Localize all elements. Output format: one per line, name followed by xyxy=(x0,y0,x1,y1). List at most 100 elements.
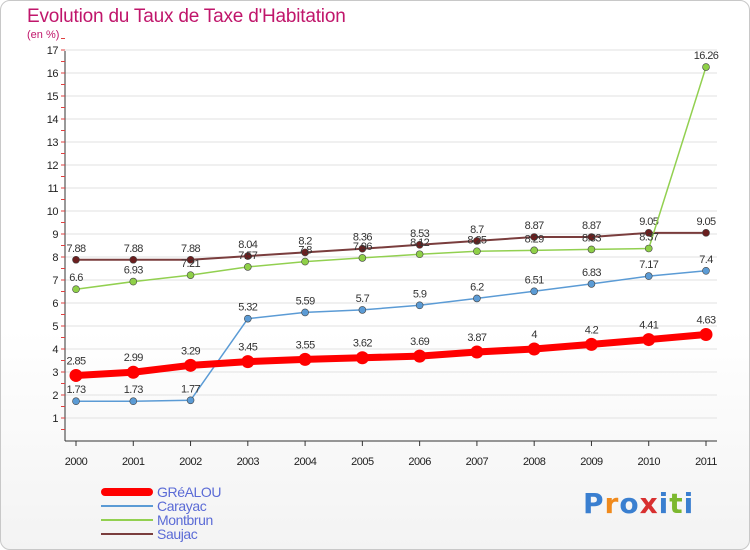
data-point-saujac xyxy=(72,255,80,264)
data-label-carayac: 1.73 xyxy=(66,384,85,396)
data-point-montbrun xyxy=(644,244,653,253)
data-point-carayac xyxy=(473,294,481,303)
legend: GRéALOU Carayac Montbrun Saujac xyxy=(101,484,301,542)
data-label-saujac: 8.36 xyxy=(353,232,372,244)
data-point-gralou xyxy=(184,358,198,372)
data-point-saujac xyxy=(301,248,309,257)
data-label-gralou: 3.62 xyxy=(353,338,372,350)
data-label-saujac: 8.2 xyxy=(298,235,312,247)
chart-subtitle: (en %) xyxy=(27,29,60,41)
x-tick-label: 2009 xyxy=(580,456,603,468)
x-tick-label: 2008 xyxy=(523,456,546,468)
data-point-montbrun xyxy=(473,247,481,256)
data-label-gralou: 3.29 xyxy=(181,345,200,357)
data-point-carayac xyxy=(129,397,138,406)
data-point-carayac xyxy=(415,301,424,310)
legend-item-grealou: GRéALOU xyxy=(101,484,301,500)
data-point-gralou xyxy=(126,365,140,379)
data-point-saujac xyxy=(473,237,481,245)
data-label-gralou: 4 xyxy=(531,329,537,341)
data-label-gralou: 3.87 xyxy=(467,332,486,344)
legend-swatch-saujac xyxy=(101,533,153,535)
data-label-saujac: 8.7 xyxy=(470,224,484,236)
data-point-montbrun xyxy=(530,246,538,255)
x-tick-label: 2004 xyxy=(294,456,317,468)
data-label-saujac: 7.88 xyxy=(124,243,143,255)
x-tick-label: 2003 xyxy=(237,456,260,468)
x-tick-label: 2002 xyxy=(179,456,202,468)
data-label-saujac: 7.88 xyxy=(66,243,85,255)
data-point-gralou xyxy=(642,333,656,347)
data-label-montbrun: 6.93 xyxy=(124,265,143,277)
data-point-carayac xyxy=(530,287,538,296)
y-tick-label: 11 xyxy=(48,183,59,195)
data-label-saujac: 7.88 xyxy=(181,243,200,255)
y-tick-label: 8 xyxy=(52,252,58,264)
data-point-carayac xyxy=(587,280,596,288)
series-line-montbrun xyxy=(75,66,707,290)
data-label-gralou: 4.41 xyxy=(639,320,658,332)
data-label-montbrun: 8.12 xyxy=(410,237,429,249)
legend-label-grealou: GRéALOU xyxy=(157,484,222,500)
data-point-carayac xyxy=(72,397,80,406)
data-label-montbrun: 6.6 xyxy=(69,272,83,284)
data-point-montbrun xyxy=(244,263,252,271)
data-label-gralou: 4.63 xyxy=(696,315,715,327)
logo-letter: i xyxy=(658,487,670,520)
data-point-saujac xyxy=(358,244,367,253)
data-point-saujac xyxy=(186,255,195,264)
chart-title: Evolution du Taux de Taxe d'Habitation xyxy=(27,6,346,27)
y-tick-label: 14 xyxy=(47,114,59,126)
legend-label-carayac: Carayac xyxy=(157,498,207,514)
logo-letter: P xyxy=(583,487,605,520)
data-point-saujac xyxy=(244,252,252,260)
data-point-carayac xyxy=(244,314,252,323)
x-tick-label: 2011 xyxy=(695,456,717,468)
x-tick-label: 2005 xyxy=(351,456,374,468)
data-point-montbrun xyxy=(129,277,138,286)
data-label-carayac: 1.77 xyxy=(181,383,200,395)
data-point-carayac xyxy=(702,266,710,275)
legend-swatch-grealou xyxy=(101,488,153,496)
logo-letter: x xyxy=(639,487,659,520)
x-tick-label: 2006 xyxy=(408,456,431,468)
data-point-montbrun xyxy=(702,63,710,71)
data-point-gralou xyxy=(699,328,713,342)
legend-item-montbrun: Montbrun xyxy=(101,512,301,528)
y-tick-label: 15 xyxy=(47,91,59,103)
data-label-carayac: 5.9 xyxy=(413,288,427,300)
data-point-gralou xyxy=(470,345,484,359)
logo-letter: t xyxy=(669,487,684,520)
data-label-carayac: 5.7 xyxy=(356,293,370,305)
y-tick-label: 10 xyxy=(47,206,59,218)
series-line-carayac xyxy=(75,270,707,402)
data-point-saujac xyxy=(530,233,538,241)
data-point-gralou xyxy=(298,352,312,366)
proxiti-logo: Proxiti xyxy=(583,487,694,520)
data-point-carayac xyxy=(301,308,309,317)
y-tick-label: 5 xyxy=(52,321,58,333)
logo-letter: i xyxy=(683,487,695,520)
data-label-montbrun: 7.8 xyxy=(298,245,312,257)
data-label-saujac: 8.87 xyxy=(582,220,601,232)
x-tick-label: 2000 xyxy=(65,456,88,468)
data-label-montbrun: 8.25 xyxy=(467,234,486,246)
data-point-saujac xyxy=(702,229,710,237)
data-point-gralou xyxy=(355,351,369,365)
data-point-gralou xyxy=(527,342,541,356)
y-tick-label: 17 xyxy=(47,45,59,57)
data-point-montbrun xyxy=(587,245,596,254)
y-tick-label: 3 xyxy=(52,367,58,379)
series-line-saujac xyxy=(75,231,707,261)
data-point-carayac xyxy=(186,396,195,405)
logo-letter: r xyxy=(604,487,620,520)
data-point-gralou xyxy=(584,337,598,351)
data-label-saujac: 9.05 xyxy=(639,216,658,228)
x-tick-label: 2010 xyxy=(637,456,660,468)
data-point-gralou xyxy=(69,368,83,382)
data-point-montbrun xyxy=(186,271,195,279)
data-label-montbrun: 8.33 xyxy=(582,232,601,244)
data-label-carayac: 5.32 xyxy=(238,302,257,314)
data-label-gralou: 3.69 xyxy=(410,336,429,348)
